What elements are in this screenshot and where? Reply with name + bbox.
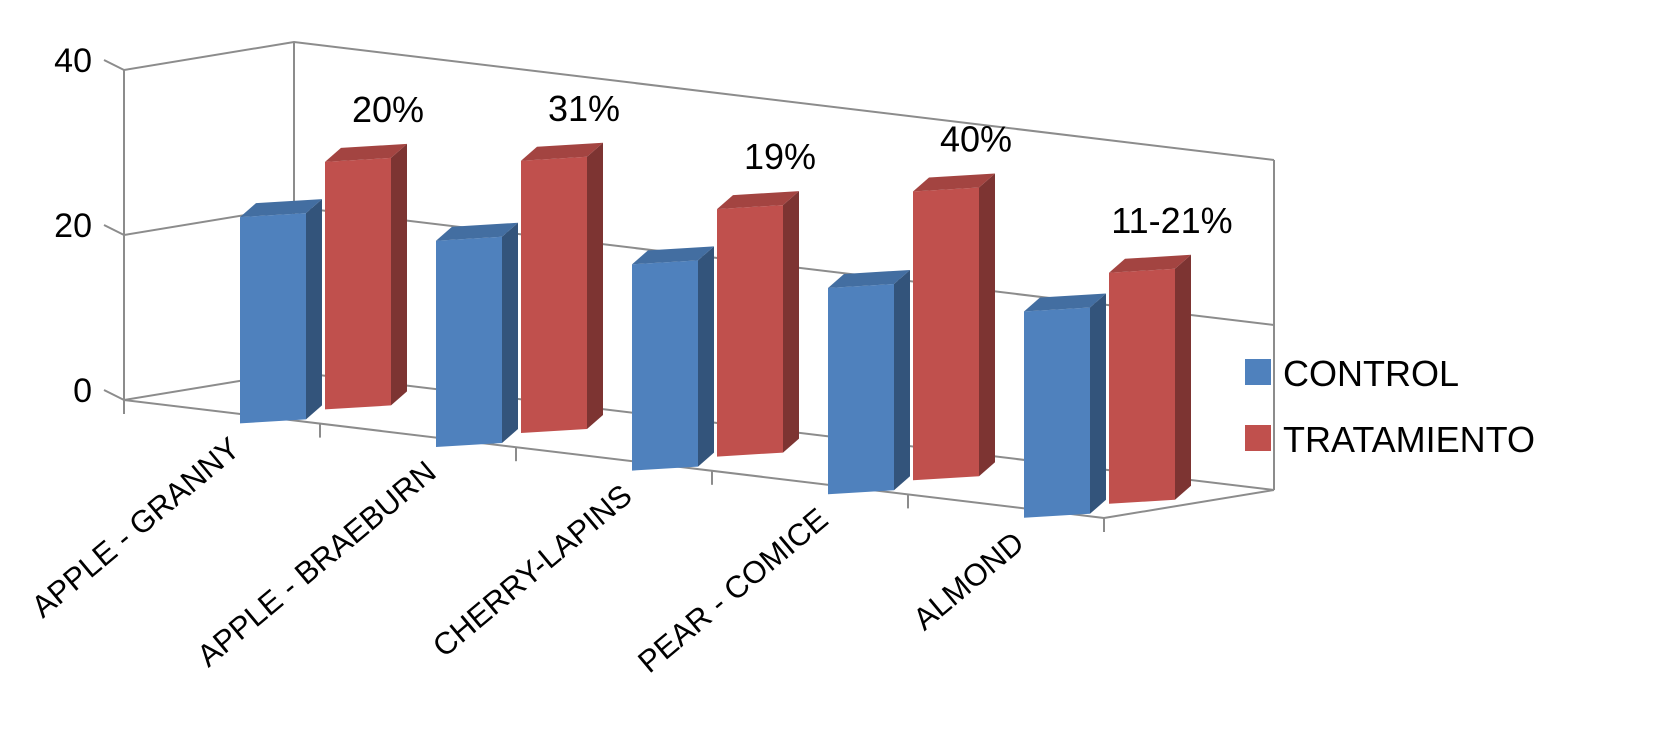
bar-top-face [1024,293,1106,312]
bar-tratamiento-4 [1109,254,1191,504]
bar-top-face [521,142,603,161]
bar-top-face [240,199,322,218]
legend-item-tratamiento: TRATAMIENTO [1245,419,1535,460]
bar-side-face [587,142,603,429]
category-label: APPLE - BRAEBURN [190,454,442,673]
bar-side-face [979,173,995,477]
bar-front-face [1024,307,1090,518]
bar-tratamiento-0 [325,143,407,410]
bar-top-face [913,173,995,192]
legend-item-control: CONTROL [1245,353,1459,394]
bar-front-face [828,283,894,495]
y-tick-label: 20 [54,207,92,245]
bar-side-face [783,191,799,453]
category-label: ALMOND [906,525,1030,637]
bar-top-face [325,143,407,162]
bar-front-face [436,236,502,447]
annotation-label: 11-21% [1111,200,1232,241]
bar-front-face [521,156,587,433]
bar-side-face [698,246,714,467]
y-tick-label: 40 [54,42,92,80]
floor-right-edge [1103,489,1275,519]
bar-top-face [632,246,714,265]
bar-control-3 [828,269,910,495]
bar-control-4 [1024,293,1106,518]
bar-top-face [436,222,518,241]
category-label: CHERRY-LAPINS [426,478,639,664]
gridline-40 [103,40,1275,161]
legend-swatch [1245,359,1271,385]
category-label: PEAR - COMICE [631,501,834,679]
bar-side-face [502,222,518,443]
bar-tratamiento-1 [521,142,603,433]
bar-side-face [1175,254,1191,500]
bar-front-face [325,157,391,410]
annotation-label: 40% [940,118,1012,159]
y-tick-label: 0 [73,372,92,410]
bar-front-face [632,260,698,471]
bar-top-face [1109,254,1191,273]
chart-bars [240,142,1191,518]
bar-control-1 [436,222,518,447]
bar-front-face [240,213,306,424]
chart-legend: CONTROL TRATAMIENTO [1245,353,1535,460]
bar-side-face [306,199,322,420]
bar-side-face [1090,293,1106,514]
bar-front-face [1109,268,1175,504]
bar-top-face [717,191,799,210]
annotation-label: 31% [548,88,620,129]
bar-control-2 [632,246,714,471]
legend-label: TRATAMIENTO [1283,419,1535,460]
bar-side-face [391,143,407,406]
legend-label: CONTROL [1283,353,1459,394]
bar-top-face [828,269,910,288]
bar-tratamiento-2 [717,191,799,457]
bar-tratamiento-3 [913,173,995,481]
category-label: APPLE - GRANNY [25,430,247,624]
bar-front-face [717,205,783,457]
legend-swatch [1245,425,1271,451]
bar-side-face [894,269,910,491]
bar-control-0 [240,199,322,424]
annotation-label: 20% [352,89,424,130]
annotation-label: 19% [744,136,816,177]
bar-front-face [913,187,979,481]
